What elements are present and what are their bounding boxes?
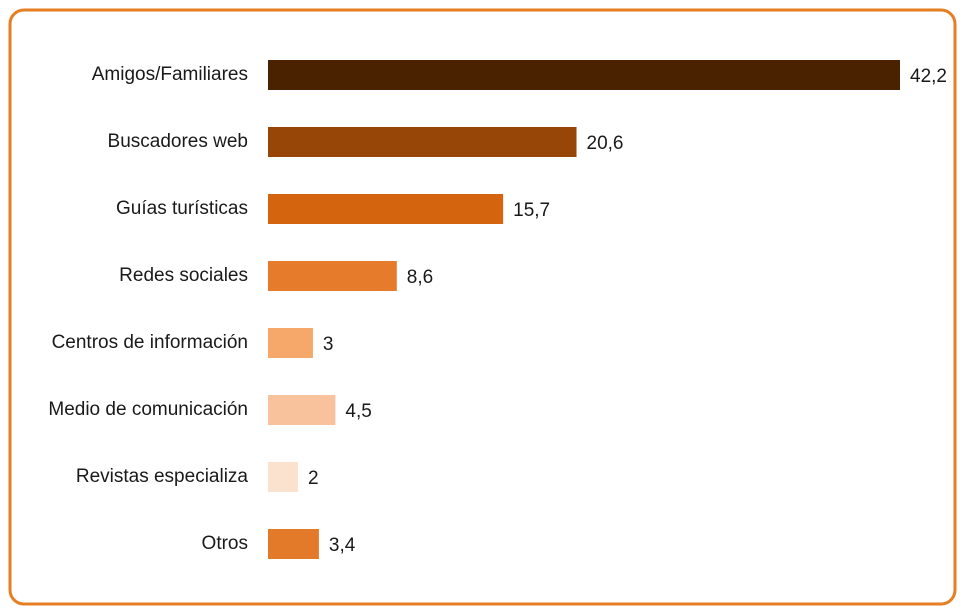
label-group: Amigos/Familiares Buscadores web Guías tur…: [48, 64, 248, 554]
bar: [268, 462, 298, 492]
category-label: Buscadores web: [108, 131, 248, 152]
bar: [268, 529, 319, 559]
category-label: Guías turísticas: [116, 198, 248, 219]
category-label: Revistas especializa: [76, 466, 249, 487]
bar: [268, 127, 577, 157]
category-label: Medio de comunicación: [48, 399, 248, 420]
category-label: Amigos/Familiares: [92, 64, 248, 85]
bar: [268, 395, 336, 425]
value-label: 4,5: [345, 401, 371, 422]
bar: [268, 328, 313, 358]
value-label: 20,6: [587, 133, 624, 154]
value-label: 15,7: [513, 200, 550, 221]
frame: [8, 8, 957, 606]
value-label: 8,6: [407, 267, 433, 288]
value-label: 3,4: [329, 535, 356, 556]
value-label: 42,2: [910, 66, 947, 87]
category-label: Redes sociales: [119, 265, 248, 286]
value-label: 2: [308, 468, 319, 489]
category-label: Otros: [202, 533, 248, 554]
bar: [268, 194, 504, 224]
bar: [268, 261, 397, 291]
category-label: Centros de información: [52, 332, 248, 353]
value-label: 3: [323, 334, 334, 355]
bar: [268, 60, 900, 90]
